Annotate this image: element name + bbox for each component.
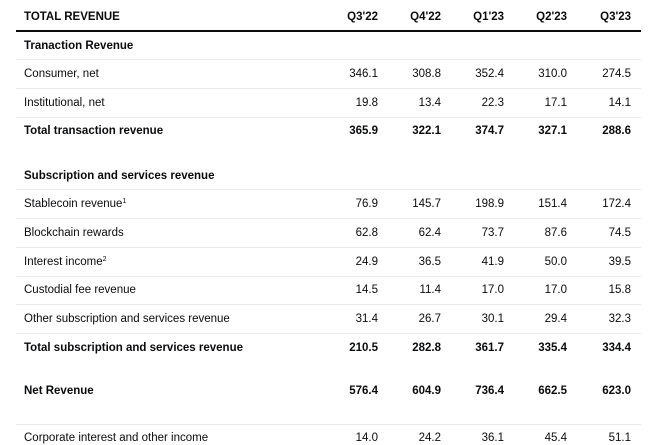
row-divider: [16, 304, 641, 305]
cell-value: 14.1: [608, 97, 631, 109]
row-label: Total transaction revenue: [24, 125, 164, 137]
cell-value: 29.4: [544, 313, 567, 325]
row-label: Stablecoin revenue1: [24, 198, 127, 210]
cell-value: 310.0: [538, 68, 567, 80]
header-divider: [16, 30, 641, 32]
cell-value: 50.0: [544, 256, 567, 268]
cell-value: 73.7: [481, 227, 504, 239]
cell-value: 322.1: [412, 125, 441, 137]
column-header: Q2'23: [536, 11, 567, 23]
cell-value: 26.7: [418, 313, 441, 325]
cell-value: 327.1: [538, 125, 567, 137]
cell-value: 374.7: [475, 125, 504, 137]
cell-value: 41.9: [481, 256, 504, 268]
row-label: Net Revenue: [24, 385, 94, 397]
cell-value: 17.1: [544, 97, 567, 109]
row-divider: [16, 117, 641, 118]
cell-value: 62.4: [418, 227, 441, 239]
table-title: TOTAL REVENUE: [24, 11, 120, 23]
row-label: Interest income2: [24, 256, 107, 268]
cell-value: 32.3: [608, 313, 631, 325]
footnote-marker: 2: [102, 256, 107, 263]
cell-value: 282.8: [412, 342, 441, 354]
row-divider: [16, 424, 641, 425]
cell-value: 15.8: [608, 284, 631, 296]
cell-value: 335.4: [538, 342, 567, 354]
cell-value: 17.0: [544, 284, 567, 296]
row-label: Custodial fee revenue: [24, 284, 136, 296]
cell-value: 24.9: [355, 256, 378, 268]
column-header: Q1'23: [473, 11, 504, 23]
cell-value: 74.5: [608, 227, 631, 239]
cell-value: 22.3: [481, 97, 504, 109]
cell-value: 36.5: [418, 256, 441, 268]
row-divider: [16, 333, 641, 334]
cell-value: 11.4: [419, 284, 441, 296]
cell-value: 210.5: [349, 342, 378, 354]
footnote-marker: 1: [122, 198, 127, 205]
column-header: Q4'22: [410, 11, 441, 23]
cell-value: 145.7: [412, 198, 441, 210]
cell-value: 45.4: [544, 432, 567, 444]
cell-value: 308.8: [412, 68, 441, 80]
cell-value: 662.5: [538, 385, 567, 397]
row-divider: [16, 88, 641, 89]
row-divider: [16, 218, 641, 219]
row-divider: [16, 276, 641, 277]
column-header: Q3'23: [600, 11, 631, 23]
cell-value: 334.4: [602, 342, 631, 354]
cell-value: 288.6: [602, 125, 631, 137]
cell-value: 576.4: [349, 385, 378, 397]
cell-value: 30.1: [481, 313, 504, 325]
cell-value: 51.1: [608, 432, 631, 444]
row-divider: [16, 189, 641, 190]
row-label: Other subscription and services revenue: [24, 313, 230, 325]
cell-value: 274.5: [602, 68, 631, 80]
cell-value: 361.7: [475, 342, 504, 354]
cell-value: 623.0: [602, 385, 631, 397]
cell-value: 352.4: [475, 68, 504, 80]
cell-value: 346.1: [349, 68, 378, 80]
cell-value: 39.5: [608, 256, 631, 268]
cell-value: 14.5: [355, 284, 378, 296]
row-label: Total subscription and services revenue: [24, 342, 243, 354]
cell-value: 24.2: [418, 432, 441, 444]
cell-value: 31.4: [355, 313, 378, 325]
row-label: Institutional, net: [24, 97, 105, 109]
cell-value: 172.4: [602, 198, 631, 210]
cell-value: 19.8: [355, 97, 378, 109]
row-divider: [16, 59, 641, 60]
cell-value: 151.4: [538, 198, 567, 210]
cell-value: 17.0: [481, 284, 504, 296]
cell-value: 13.4: [418, 97, 441, 109]
cell-value: 736.4: [475, 385, 504, 397]
row-label: Blockchain rewards: [24, 227, 124, 239]
cell-value: 365.9: [349, 125, 378, 137]
row-label: Corporate interest and other income: [24, 432, 209, 444]
column-header: Q3'22: [347, 11, 378, 23]
cell-value: 604.9: [412, 385, 441, 397]
cell-value: 62.8: [355, 227, 378, 239]
cell-value: 36.1: [481, 432, 504, 444]
row-divider: [16, 247, 641, 248]
cell-value: 87.6: [544, 227, 567, 239]
cell-value: 14.0: [355, 432, 378, 444]
row-label: Consumer, net: [24, 68, 99, 80]
cell-value: 76.9: [355, 198, 378, 210]
cell-value: 198.9: [475, 198, 504, 210]
